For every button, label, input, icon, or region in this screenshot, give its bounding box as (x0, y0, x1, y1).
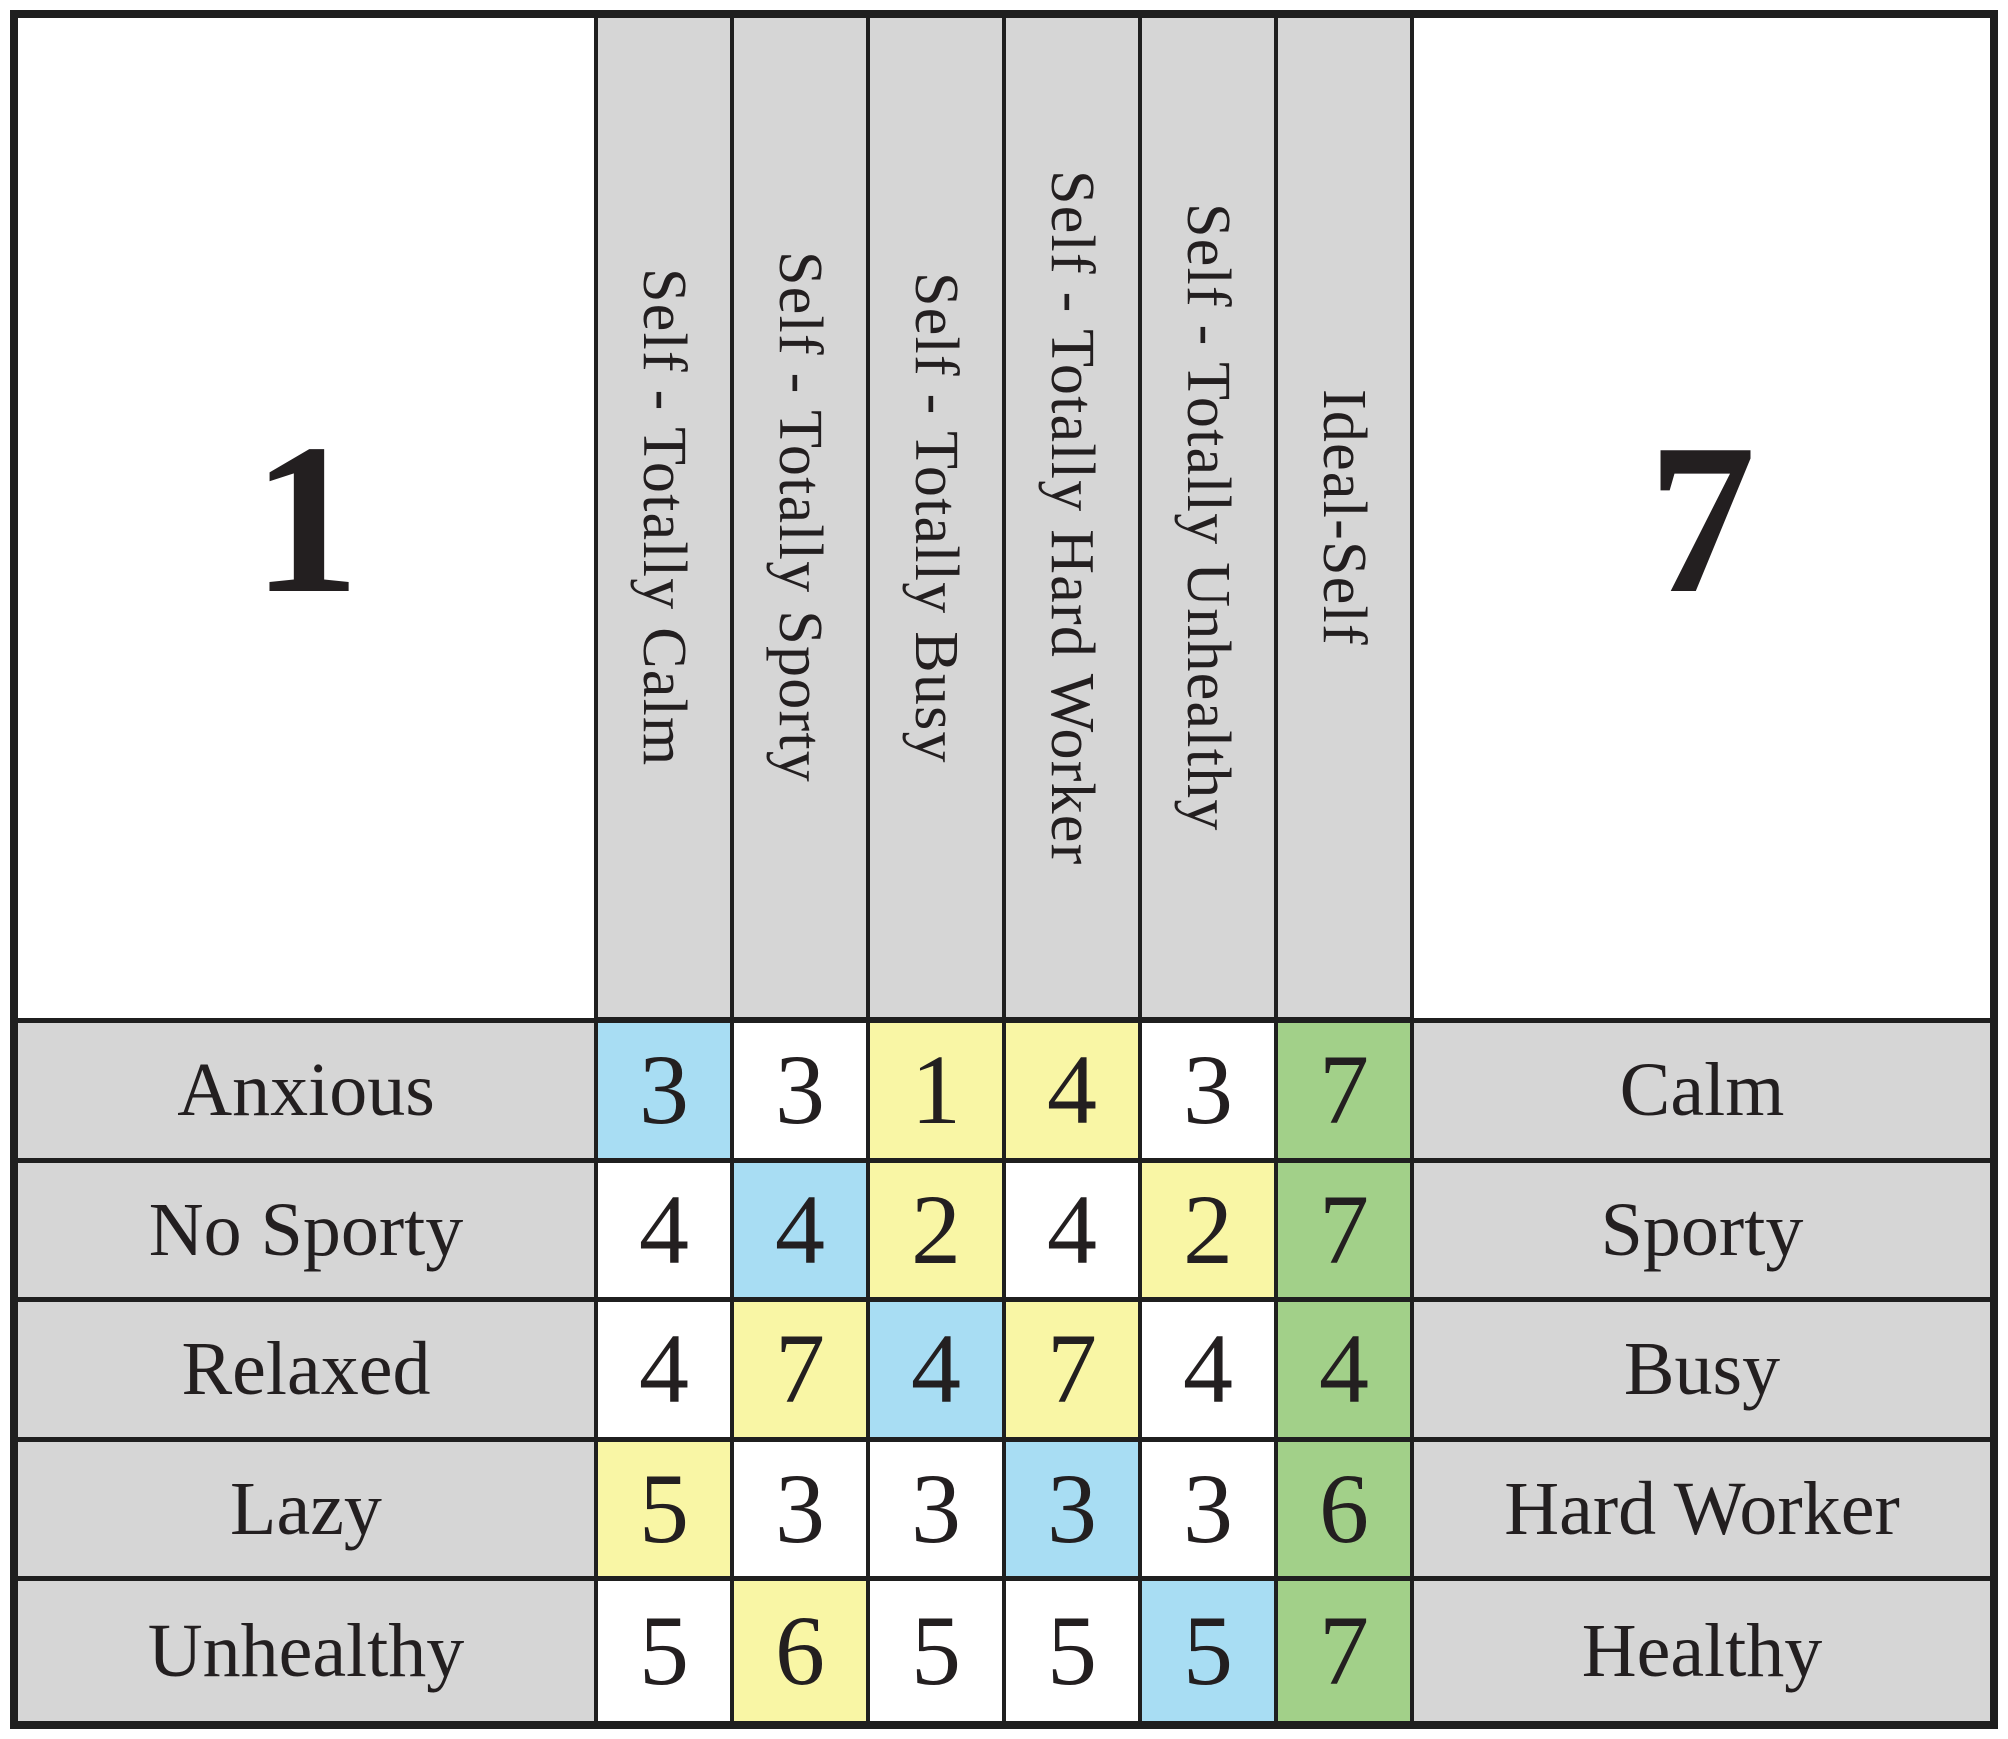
column-header-label: Ideal-Self (1310, 389, 1378, 646)
value-cell: 7 (1278, 1581, 1414, 1721)
value-cell: 7 (1278, 1162, 1414, 1303)
value-cell: 3 (598, 1023, 734, 1163)
row-label-left: No Sporty (18, 1162, 598, 1303)
value-cell: 3 (1142, 1023, 1278, 1163)
value-cell: 6 (734, 1581, 870, 1721)
column-header-self-totally-unhealthy: Self - Totally Unhealthy (1142, 18, 1278, 1023)
left-scale-cell: 1 (18, 18, 598, 1023)
row-label-right: Hard Worker (1414, 1441, 1990, 1582)
row-label-right: Busy (1414, 1302, 1990, 1442)
column-header-ideal-self: Ideal-Self (1278, 18, 1414, 1023)
value-cell: 1 (870, 1023, 1006, 1163)
column-header-label: Self - Totally Unhealthy (1174, 203, 1242, 832)
row-label-right: Sporty (1414, 1162, 1990, 1303)
column-header-label: Self - Totally Hard Worker (1038, 169, 1106, 866)
value-cell: 4 (598, 1162, 734, 1303)
value-cell: 4 (734, 1162, 870, 1303)
row-label-left: Unhealthy (18, 1581, 598, 1721)
value-cell: 3 (870, 1441, 1006, 1582)
value-cell: 7 (734, 1302, 870, 1442)
value-cell: 3 (1142, 1441, 1278, 1582)
value-cell: 2 (870, 1162, 1006, 1303)
value-cell: 4 (1278, 1302, 1414, 1442)
value-cell: 5 (1006, 1581, 1142, 1721)
column-header-self-totally-busy: Self - Totally Busy (870, 18, 1006, 1023)
value-cell: 2 (1142, 1162, 1278, 1303)
row-label-right: Healthy (1414, 1581, 1990, 1721)
value-cell: 6 (1278, 1441, 1414, 1582)
value-cell: 7 (1006, 1302, 1142, 1442)
value-cell: 4 (870, 1302, 1006, 1442)
row-label-right: Calm (1414, 1023, 1990, 1163)
column-header-self-totally-calm: Self - Totally Calm (598, 18, 734, 1023)
value-cell: 7 (1278, 1023, 1414, 1163)
value-cell: 3 (734, 1441, 870, 1582)
column-header-self-totally-hard-worker: Self - Totally Hard Worker (1006, 18, 1142, 1023)
value-cell: 4 (1142, 1302, 1278, 1442)
grid-table: 1 Self - Totally Calm Self - Totally Spo… (10, 10, 1998, 1729)
value-cell: 4 (1006, 1023, 1142, 1163)
value-cell: 5 (1142, 1581, 1278, 1721)
value-cell: 5 (598, 1581, 734, 1721)
value-cell: 4 (1006, 1162, 1142, 1303)
value-cell: 5 (870, 1581, 1006, 1721)
value-cell: 4 (598, 1302, 734, 1442)
column-header-label: Self - Totally Busy (902, 271, 970, 764)
column-header-self-totally-sporty: Self - Totally Sporty (734, 18, 870, 1023)
column-header-label: Self - Totally Sporty (766, 251, 834, 784)
row-label-left: Lazy (18, 1441, 598, 1582)
row-label-left: Anxious (18, 1023, 598, 1163)
left-scale-number: 1 (252, 398, 360, 638)
value-cell: 3 (1006, 1441, 1142, 1582)
right-scale-number: 7 (1648, 398, 1756, 638)
value-cell: 5 (598, 1441, 734, 1582)
row-label-left: Relaxed (18, 1302, 598, 1442)
value-cell: 3 (734, 1023, 870, 1163)
right-scale-cell: 7 (1414, 18, 1990, 1023)
column-header-label: Self - Totally Calm (630, 268, 698, 767)
